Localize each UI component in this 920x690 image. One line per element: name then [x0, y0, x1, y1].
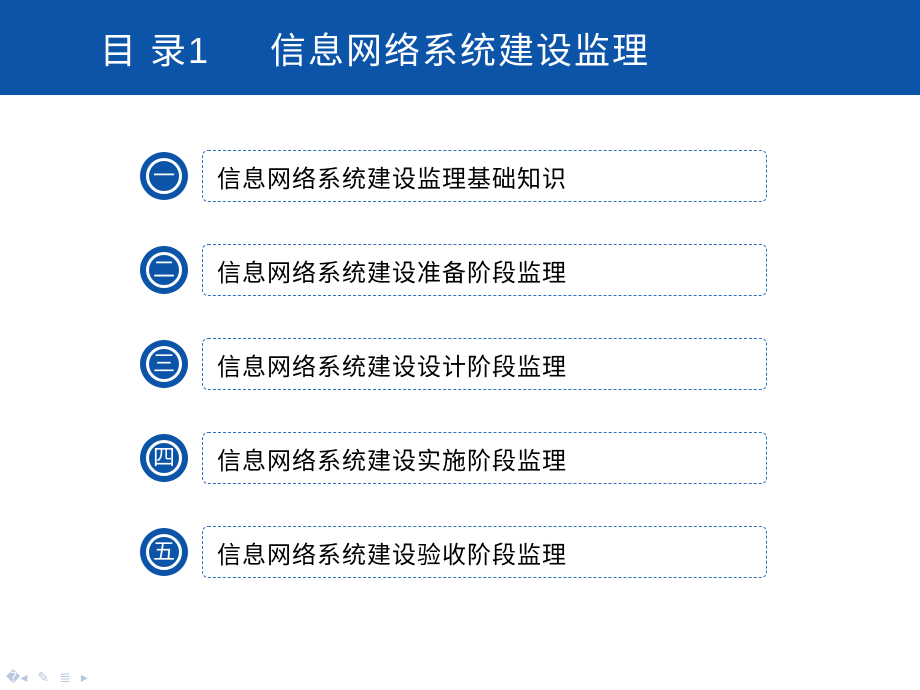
toc-item-box: 信息网络系统建设准备阶段监理	[202, 244, 767, 296]
toc-number: 二	[153, 259, 175, 281]
toc-badge: 五	[140, 528, 188, 576]
toc-item-box: 信息网络系统建设验收阶段监理	[202, 526, 767, 578]
toc-badge-inner: 五	[146, 534, 182, 570]
toc-item: 二 信息网络系统建设准备阶段监理	[140, 244, 920, 296]
toc-badge: 一	[140, 152, 188, 200]
toc-item: 三 信息网络系统建设设计阶段监理	[140, 338, 920, 390]
toc-item-text: 信息网络系统建设设计阶段监理	[217, 347, 567, 382]
toc-item: 一 信息网络系统建设监理基础知识	[140, 150, 920, 202]
toc-number: 五	[153, 541, 175, 563]
slide-title: 信息网络系统建设监理	[270, 22, 650, 74]
toc-badge-inner: 一	[146, 158, 182, 194]
toc-item-text: 信息网络系统建设监理基础知识	[217, 159, 567, 194]
toc-badge-inner: 二	[146, 252, 182, 288]
prev-slide-icon[interactable]: �◂	[6, 670, 27, 684]
edit-icon[interactable]: ✎	[37, 670, 49, 684]
toc-item-text: 信息网络系统建设准备阶段监理	[217, 253, 567, 288]
toc-badge-inner: 三	[146, 346, 182, 382]
next-slide-icon[interactable]: ▸	[81, 670, 88, 684]
slide-header: 目 录1 信息网络系统建设监理	[0, 0, 920, 95]
toc-item-box: 信息网络系统建设监理基础知识	[202, 150, 767, 202]
menu-icon[interactable]: ≣	[59, 670, 71, 684]
toc-label: 目 录1	[100, 22, 210, 74]
toc-badge: 四	[140, 434, 188, 482]
toc-item-text: 信息网络系统建设验收阶段监理	[217, 535, 567, 570]
toc-item-text: 信息网络系统建设实施阶段监理	[217, 441, 567, 476]
toc-number: 三	[153, 353, 175, 375]
toc-badge: 二	[140, 246, 188, 294]
toc-number: 四	[153, 447, 175, 469]
toc-badge: 三	[140, 340, 188, 388]
toc-number: 一	[153, 165, 175, 187]
toc-item: 四 信息网络系统建设实施阶段监理	[140, 432, 920, 484]
toc-list: 一 信息网络系统建设监理基础知识 二 信息网络系统建设准备阶段监理 三 信息网络…	[0, 95, 920, 578]
toc-item-box: 信息网络系统建设设计阶段监理	[202, 338, 767, 390]
slide-nav-toolbar: �◂ ✎ ≣ ▸	[6, 670, 88, 684]
toc-item-box: 信息网络系统建设实施阶段监理	[202, 432, 767, 484]
toc-item: 五 信息网络系统建设验收阶段监理	[140, 526, 920, 578]
toc-badge-inner: 四	[146, 440, 182, 476]
